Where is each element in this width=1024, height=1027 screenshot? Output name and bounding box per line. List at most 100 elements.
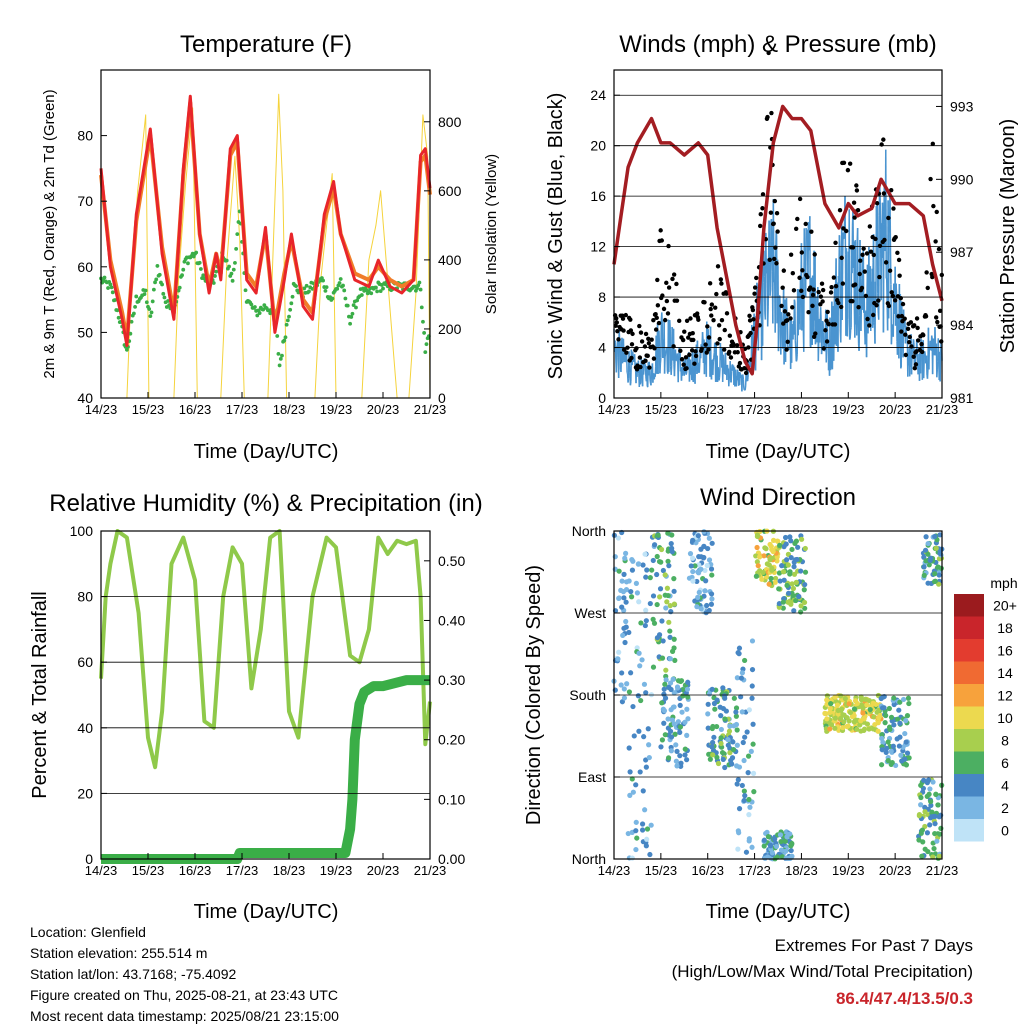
direction-point — [828, 701, 833, 706]
gust-point — [665, 299, 669, 303]
gust-point — [840, 256, 844, 260]
x-tick-label: 21/23 — [414, 402, 447, 417]
dewpoint-point — [285, 323, 289, 327]
direction-point — [835, 703, 840, 708]
direction-point — [710, 687, 715, 692]
direction-point — [665, 593, 670, 598]
direction-point — [671, 589, 676, 594]
gust-point — [773, 199, 777, 203]
direction-point — [639, 657, 644, 662]
dewpoint-point — [369, 291, 373, 295]
gust-point — [640, 339, 644, 343]
direction-point — [858, 728, 863, 733]
dewpoint-point — [325, 285, 329, 289]
dewpoint-point — [374, 286, 378, 290]
direction-point — [772, 837, 777, 842]
gust-point — [713, 306, 717, 310]
gust-point — [738, 361, 742, 365]
dewpoint-point — [154, 277, 158, 281]
legend-swatch — [954, 617, 984, 640]
direction-point — [629, 557, 634, 562]
x-tick-label: 21/23 — [926, 402, 959, 417]
gust-point — [709, 307, 713, 311]
gust-point — [717, 323, 721, 327]
legend-title: mph — [990, 575, 1017, 591]
direction-point — [778, 578, 783, 583]
direction-point — [895, 736, 900, 741]
gust-point — [791, 271, 795, 275]
direction-point — [925, 830, 930, 835]
direction-point — [751, 789, 756, 794]
gust-point — [813, 331, 817, 335]
direction-point — [852, 706, 857, 711]
direction-point — [794, 539, 799, 544]
direction-point — [873, 702, 878, 707]
dewpoint-point — [232, 268, 236, 272]
direction-point — [663, 605, 668, 610]
y2-tick-label: 0.30 — [438, 672, 465, 688]
direction-point — [744, 850, 749, 855]
direction-point — [928, 558, 933, 563]
direction-point — [669, 707, 674, 712]
direction-point — [709, 566, 714, 571]
direction-point — [722, 765, 727, 770]
direction-point — [638, 620, 643, 625]
gust-point — [773, 245, 777, 249]
dewpoint-point — [348, 322, 352, 326]
direction-point — [660, 656, 665, 661]
y2-tick-label: 984 — [950, 317, 974, 333]
x-tick-label: 14/23 — [85, 402, 118, 417]
direction-point — [665, 559, 670, 564]
y-tick-label: 4 — [598, 340, 606, 356]
gust-point — [628, 317, 632, 321]
direction-point — [698, 547, 703, 552]
direction-point — [671, 677, 676, 682]
y-tick-label: 8 — [598, 289, 606, 305]
direction-point — [682, 720, 687, 725]
gust-point — [937, 247, 941, 251]
direction-point — [634, 820, 639, 825]
gust-point — [856, 305, 860, 309]
direction-point — [749, 845, 754, 850]
direction-point — [626, 831, 631, 836]
direction-point — [682, 752, 687, 757]
y2-tick-label: 0.50 — [438, 553, 465, 569]
direction-point — [843, 696, 848, 701]
direction-point — [858, 718, 863, 723]
direction-point — [891, 744, 896, 749]
direction-point — [889, 749, 894, 754]
dewpoint-point — [421, 320, 425, 324]
legend-swatch — [954, 684, 984, 707]
direction-point — [880, 747, 885, 752]
gust-point — [663, 318, 667, 322]
legend-label: 14 — [997, 665, 1013, 681]
x-tick-label: 19/23 — [320, 402, 353, 417]
y2-tick-label: 200 — [438, 321, 462, 337]
direction-point — [659, 618, 664, 623]
y-tick-label: 12 — [590, 239, 606, 255]
direction-point — [847, 718, 852, 723]
dewpoint-point — [321, 279, 325, 283]
gust-point — [672, 272, 676, 276]
gust-point — [853, 282, 857, 286]
gust-point — [621, 328, 625, 332]
direction-point — [640, 821, 645, 826]
dewpoint-point — [360, 293, 364, 297]
direction-point — [902, 757, 907, 762]
gust-point — [666, 311, 670, 315]
direction-point — [663, 572, 668, 577]
gust-point — [833, 322, 837, 326]
x-tick-label: 14/23 — [598, 863, 631, 878]
gust-point — [836, 301, 840, 305]
gust-point — [616, 337, 620, 341]
gust-point — [769, 111, 773, 115]
direction-point — [675, 685, 680, 690]
gust-point — [772, 257, 776, 261]
direction-point — [802, 600, 807, 605]
direction-ylabel: Direction (Colored By Speed) — [523, 565, 545, 825]
legend-swatch — [954, 594, 984, 617]
direction-point — [633, 782, 638, 787]
direction-point — [751, 742, 756, 747]
direction-point — [636, 729, 641, 734]
gust-point — [852, 201, 856, 205]
